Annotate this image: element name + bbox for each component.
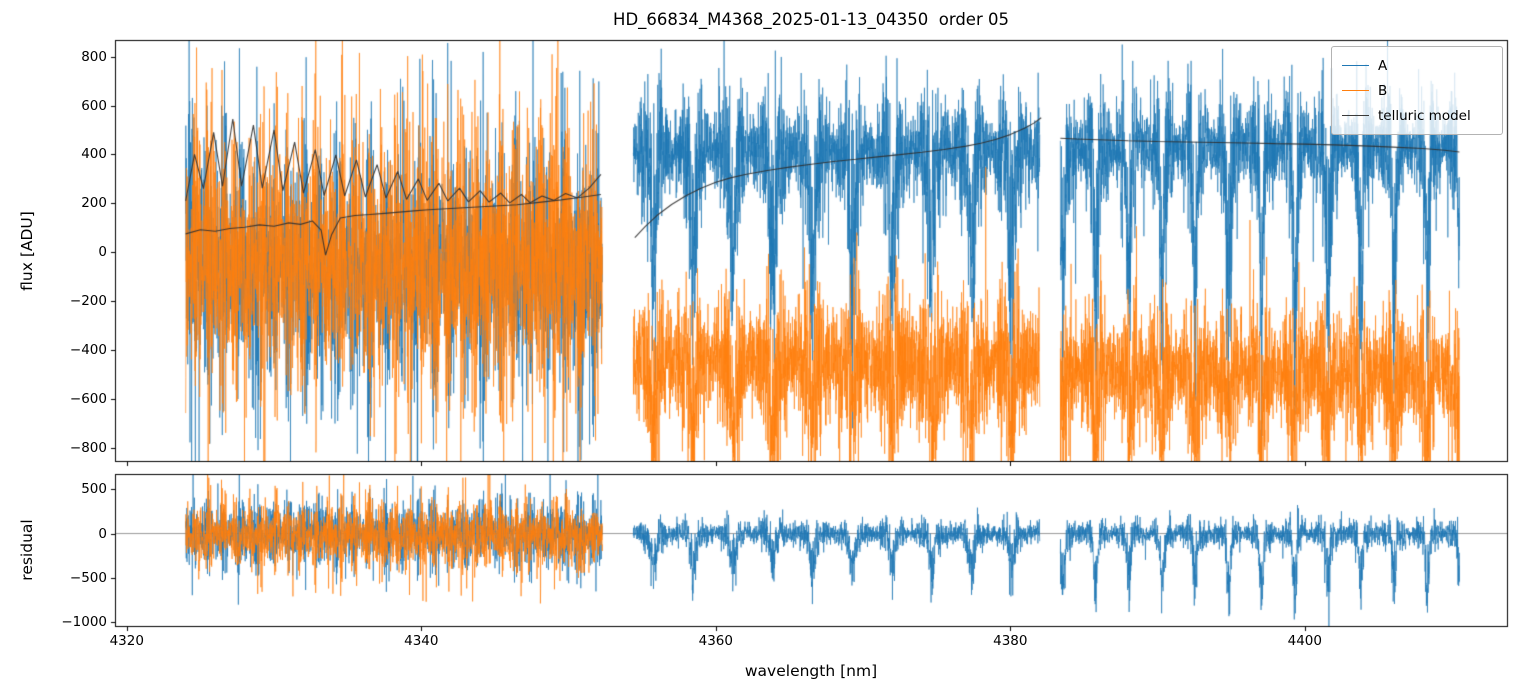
y-tick-label: −400 (69, 342, 107, 359)
legend-label-telluric-model: telluric model (1378, 107, 1471, 124)
y-tick-label: 500 (81, 481, 107, 498)
y-tick-label: −800 (69, 439, 107, 456)
y-tick-label: 0 (98, 244, 107, 261)
legend-line-swatch-b (1342, 90, 1369, 91)
y-tick-label: −600 (69, 390, 107, 407)
x-tick-label: 4340 (404, 633, 439, 649)
legend-line-swatch-a (1342, 65, 1369, 66)
legend-label-b: B (1378, 82, 1388, 99)
y-tick-label: 800 (81, 48, 107, 65)
x-tick-label: 4400 (1287, 633, 1322, 649)
x-tick-label: 4380 (993, 633, 1028, 649)
legend-entry-telluric-model: telluric model (1342, 103, 1492, 128)
wavelength-x-axis-label: wavelength [nm] (744, 662, 878, 680)
legend-entry-a: A (1342, 53, 1492, 78)
x-tick-label: 4320 (109, 633, 144, 649)
y-tick-label: −200 (69, 293, 107, 310)
y-tick-label: 200 (81, 195, 107, 212)
y-tick-label: 600 (81, 97, 107, 114)
plot-title: HD_66834_M4368_2025-01-13_04350 order 05 (613, 10, 1009, 29)
legend-label-a: A (1378, 57, 1388, 74)
x-tick-label: 4360 (698, 633, 733, 649)
y-tick-label: −500 (69, 569, 107, 586)
y-tick-label: 0 (98, 525, 107, 542)
y-tick-label: −1000 (61, 614, 107, 631)
y-tick-label: 400 (81, 146, 107, 163)
legend-line-swatch-telluric-model (1342, 115, 1369, 116)
legend-entry-b: B (1342, 78, 1492, 103)
